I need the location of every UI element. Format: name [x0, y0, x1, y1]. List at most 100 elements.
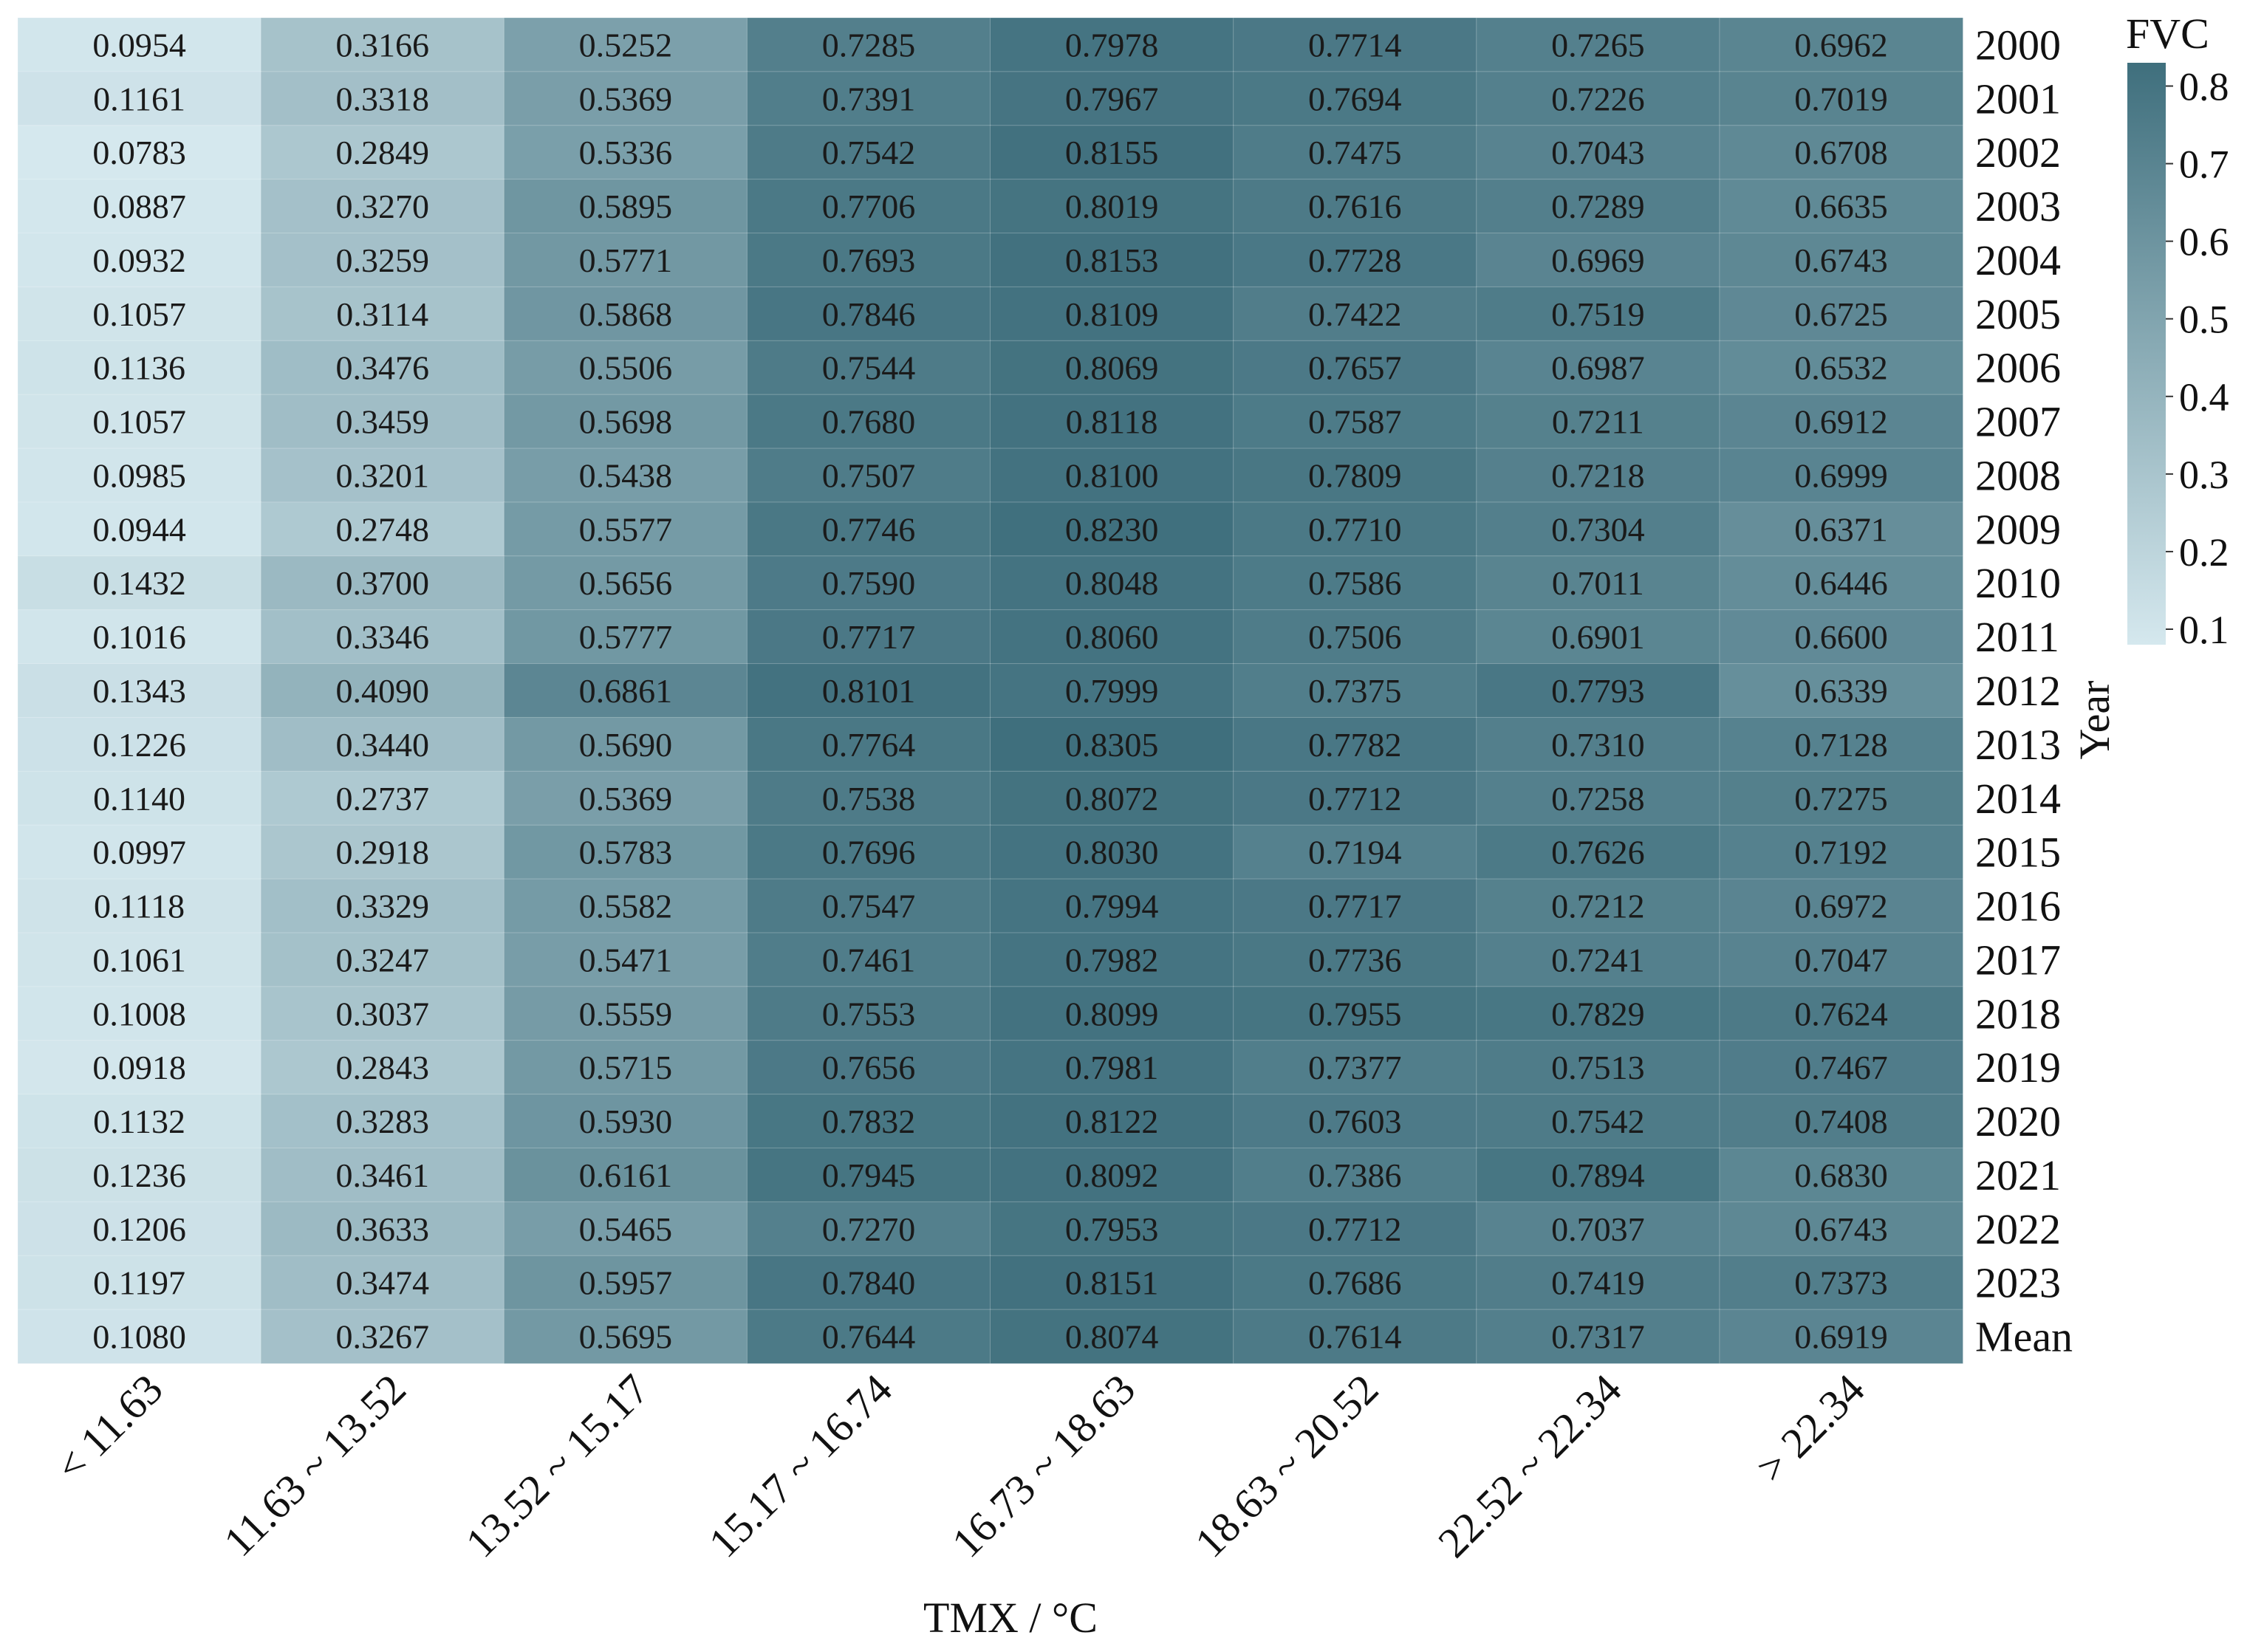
cell-value-label: 0.8074	[1065, 1318, 1159, 1356]
colorbar-tick-label: 0.3	[2179, 453, 2229, 497]
heatmap-cell	[17, 17, 262, 72]
row-label: 2000	[1975, 21, 2061, 69]
cell-value-label: 0.7614	[1308, 1318, 1402, 1356]
x-axis-title: TMX / °C	[923, 1594, 1098, 1642]
cell-value-label: 0.7241	[1551, 941, 1645, 978]
colorbar-ticks: 0.8 0.7 0.6 0.5 0.4 0.3 0.2 0.1	[2166, 65, 2229, 652]
cell-value-label: 0.7712	[1308, 1210, 1402, 1248]
cell-value-label: 0.0954	[92, 26, 186, 64]
cell-value-label: 0.7894	[1551, 1156, 1645, 1194]
heatmap-cell	[1233, 824, 1477, 880]
cell-value-label: 0.7694	[1308, 80, 1402, 117]
heatmap-cell	[1233, 663, 1477, 719]
heatmap-cell	[1233, 770, 1477, 826]
cell-value-label: 0.7782	[1308, 726, 1402, 764]
column-label: > 22.34	[1747, 1365, 1874, 1492]
heatmap-cell	[746, 501, 991, 557]
row-label: 2015	[1975, 829, 2061, 877]
cell-value-label: 0.5506	[579, 349, 673, 387]
row-label: 2014	[1975, 775, 2061, 823]
cell-value-label: 0.5471	[579, 941, 673, 978]
heatmap-cell	[746, 1309, 991, 1364]
heatmap-cell	[17, 1309, 262, 1364]
heatmap-cell	[503, 555, 748, 611]
heatmap-cell	[260, 878, 505, 933]
row-label: 2006	[1975, 344, 2061, 392]
cell-value-label: 0.8109	[1065, 295, 1159, 333]
heatmap-cell	[1719, 770, 1963, 826]
heatmap-cell	[746, 609, 991, 665]
cell-value-label: 0.7506	[1308, 618, 1402, 656]
heatmap-cell	[990, 125, 1234, 180]
cell-value-label: 0.8092	[1065, 1156, 1159, 1194]
heatmap-cell	[990, 555, 1234, 611]
heatmap-cell	[1476, 501, 1720, 557]
cell-value-label: 0.7391	[822, 80, 916, 117]
cell-value-label: 0.1140	[93, 780, 185, 818]
heatmap-cell	[1476, 179, 1720, 234]
cell-value-label: 0.1236	[92, 1156, 186, 1194]
cell-value-label: 0.8048	[1065, 564, 1159, 602]
cell-value-label: 0.7696	[822, 834, 916, 871]
cell-value-label: 0.6161	[579, 1156, 673, 1194]
heatmap-cell	[746, 1255, 991, 1311]
row-label: 2018	[1975, 990, 2061, 1038]
heatmap-cell	[260, 1309, 505, 1364]
heatmap-cell	[990, 932, 1234, 987]
heatmap-cell	[1719, 986, 1963, 1041]
cell-value-label: 0.5252	[579, 26, 673, 64]
heatmap-cell	[1233, 448, 1477, 503]
cell-value-label: 0.7542	[1551, 1103, 1645, 1140]
heatmap-cell	[503, 448, 748, 503]
cell-value-label: 0.7544	[822, 349, 916, 387]
colorbar-tick-label: 0.7	[2179, 143, 2229, 187]
heatmap-cell	[260, 986, 505, 1041]
cell-value-label: 0.6912	[1794, 403, 1888, 441]
cell-value-label: 0.8118	[1066, 403, 1158, 441]
row-label: Mean	[1975, 1313, 2073, 1361]
cell-value-label: 0.7386	[1308, 1156, 1402, 1194]
row-label: 2008	[1975, 451, 2061, 499]
cell-value-label: 0.3247	[335, 941, 429, 978]
heatmap-cell	[1719, 932, 1963, 987]
heatmap-cell	[1233, 71, 1477, 126]
cell-value-label: 0.6972	[1794, 888, 1888, 925]
cell-value-label: 0.5868	[579, 295, 673, 333]
cell-value-label: 0.7212	[1551, 888, 1645, 925]
heatmap-cell	[746, 770, 991, 826]
cell-value-label: 0.8122	[1065, 1103, 1159, 1140]
row-label: 2017	[1975, 936, 2061, 984]
heatmap-cell	[1719, 501, 1963, 557]
heatmap-cell	[1719, 824, 1963, 880]
cell-value-label: 0.1432	[92, 564, 186, 602]
column-label: 15.17 ~ 16.74	[700, 1365, 901, 1566]
cell-value-label: 0.5930	[579, 1103, 673, 1140]
cell-value-label: 0.6987	[1551, 349, 1645, 387]
colorbar-tick-label: 0.5	[2179, 298, 2229, 342]
cell-value-label: 0.8101	[822, 672, 916, 710]
row-label: 2005	[1975, 290, 2061, 338]
heatmap-cell	[1719, 555, 1963, 611]
heatmap-cell	[1233, 1201, 1477, 1257]
heatmap-cell	[746, 71, 991, 126]
heatmap-cell	[17, 878, 262, 933]
cell-value-label: 0.7218	[1551, 456, 1645, 494]
heatmap-cell	[990, 1147, 1234, 1203]
cell-value-label: 0.7736	[1308, 941, 1402, 978]
colorbar-tick-label: 0.1	[2179, 608, 2229, 652]
cell-value-label: 0.2748	[335, 510, 429, 548]
cell-value-label: 0.7538	[822, 780, 916, 818]
cell-value-label: 0.7553	[822, 995, 916, 1032]
cell-value-label: 0.8100	[1065, 456, 1159, 494]
cell-value-label: 0.7289	[1551, 188, 1645, 225]
heatmap-cell	[17, 770, 262, 826]
colorbar-title: FVC	[2126, 10, 2209, 58]
cell-value-label: 0.7587	[1308, 403, 1402, 441]
heatmap-cell	[1476, 609, 1720, 665]
heatmap-cell	[1719, 716, 1963, 772]
cell-value-label: 0.7809	[1308, 456, 1402, 494]
heatmap-cell	[990, 1201, 1234, 1257]
heatmap-cell	[1719, 448, 1963, 503]
heatmap-cell	[746, 555, 991, 611]
heatmap-cell	[746, 824, 991, 880]
